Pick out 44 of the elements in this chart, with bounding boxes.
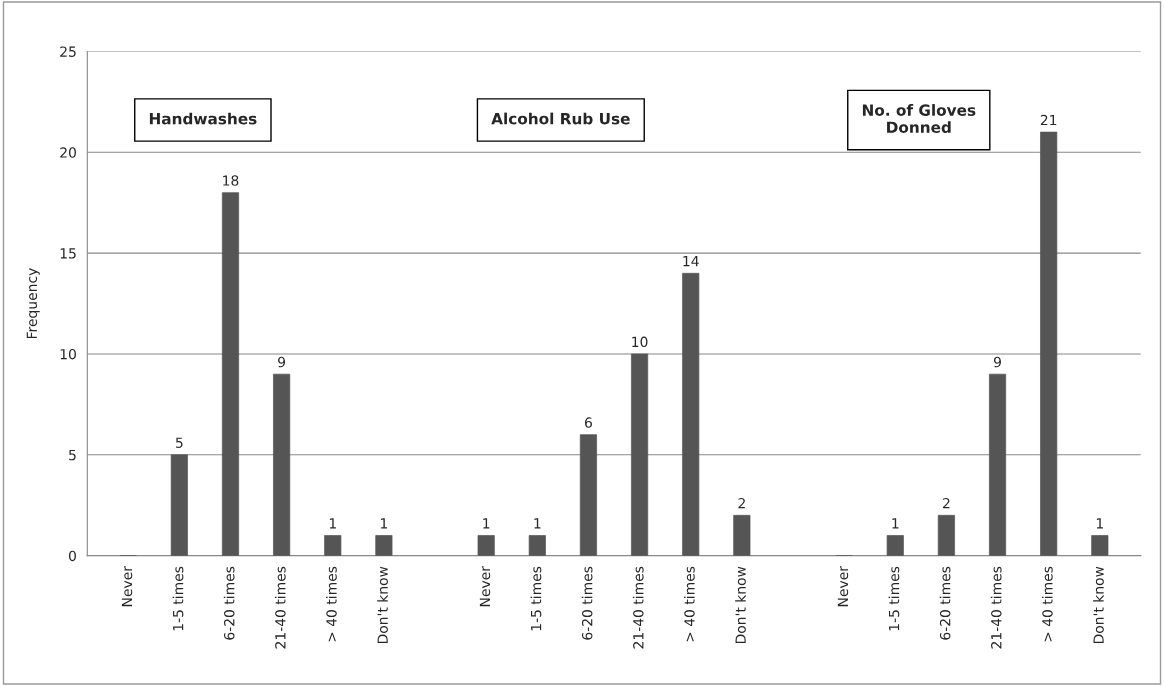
y-tick-label: 20 xyxy=(60,147,76,158)
x-tick-label: Never xyxy=(837,566,849,607)
y-tick-label: 25 xyxy=(60,46,76,57)
data-label: 1 xyxy=(534,518,541,529)
x-tick-label: > 40 times xyxy=(1041,566,1053,642)
data-label: 1 xyxy=(892,518,899,529)
y-axis-title: Frequency xyxy=(26,268,40,339)
data-label: 1 xyxy=(381,518,388,529)
data-label: 5 xyxy=(176,437,183,448)
x-tick-label: > 40 times xyxy=(683,566,695,642)
annotation: Alcohol Rub Use xyxy=(491,112,630,125)
y-tick-label: 0 xyxy=(68,550,76,562)
annotation: No. of Gloves Donned xyxy=(862,104,976,134)
data-label: 9 xyxy=(278,356,286,368)
x-tick-label: 6-20 times xyxy=(939,566,951,640)
x-tick-label: Don't know xyxy=(377,566,388,644)
x-tick-label: 1-5 times xyxy=(172,566,184,631)
x-tick-label: 21-40 times xyxy=(274,566,286,649)
x-tick-label: 1-5 times xyxy=(530,566,542,631)
x-tick-label: Never xyxy=(479,566,491,607)
data-label: 6 xyxy=(584,417,592,428)
y-tick-label: 10 xyxy=(60,348,76,360)
data-label: 1 xyxy=(1096,518,1103,529)
x-tick-label: 6-20 times xyxy=(223,566,235,640)
data-label: 18 xyxy=(223,175,239,186)
data-label: 2 xyxy=(943,497,950,509)
x-tick-label: Never xyxy=(121,566,133,607)
annotation: Handwashes xyxy=(149,112,257,125)
data-label: 9 xyxy=(993,356,1001,368)
x-tick-label: 21-40 times xyxy=(990,566,1002,649)
data-label: 21 xyxy=(1040,114,1057,126)
data-label: 1 xyxy=(483,518,490,529)
x-tick-label: Don't know xyxy=(1093,566,1104,644)
x-tick-label: 6-20 times xyxy=(581,566,593,640)
x-tick-label: 21-40 times xyxy=(632,566,644,649)
data-label: 14 xyxy=(683,256,699,267)
y-tick-label: 15 xyxy=(60,248,76,259)
y-tick-label: 5 xyxy=(69,449,76,461)
x-tick-label: > 40 times xyxy=(326,566,337,642)
x-tick-label: Don't know xyxy=(735,566,746,644)
x-tick-label: 1-5 times xyxy=(888,566,900,631)
data-label: 1 xyxy=(329,518,336,529)
data-label: 10 xyxy=(632,336,648,348)
data-label: 2 xyxy=(738,497,745,509)
